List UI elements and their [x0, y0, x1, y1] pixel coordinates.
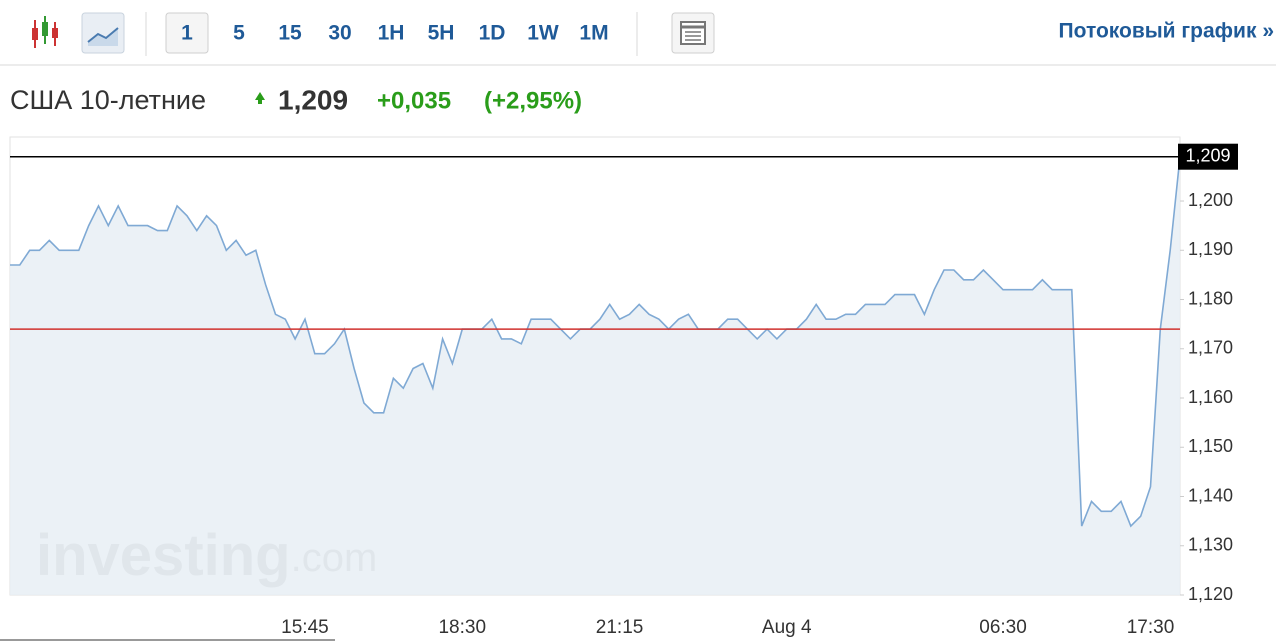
interval-button[interactable]: 1H	[378, 22, 405, 45]
up-arrow	[255, 92, 265, 104]
interval-button[interactable]: 15	[278, 22, 302, 45]
interval-button[interactable]: 5	[233, 22, 245, 45]
interval-button[interactable]: 1D	[479, 22, 506, 45]
x-tick-label: 18:30	[438, 617, 486, 638]
y-tick-label: 1,170	[1188, 338, 1233, 358]
y-tick-label: 1,200	[1188, 190, 1233, 210]
area	[10, 156, 1180, 595]
change-percent: (+2,95%)	[484, 87, 582, 114]
x-tick-label: 17:30	[1127, 617, 1175, 638]
price: 1,209	[278, 84, 348, 115]
news-button[interactable]	[671, 12, 715, 54]
y-tick-label: 1,160	[1188, 387, 1233, 407]
line-chart-button[interactable]	[81, 12, 125, 54]
plot: investing.com1,1201,1301,1401,1501,1601,…	[9, 136, 1238, 638]
interval-button[interactable]: 5H	[428, 22, 455, 45]
interval-button[interactable]: 1M	[579, 22, 608, 45]
y-tick-label: 1,190	[1188, 239, 1233, 259]
selected-interval-box	[165, 12, 209, 54]
y-tick-label: 1,120	[1188, 584, 1233, 604]
interval-group: 1 5 15 30 1H 5H 1D 1W 1M	[181, 22, 608, 45]
x-tick-label: 21:15	[596, 617, 644, 638]
interval-button[interactable]: 1	[181, 22, 193, 45]
toolbar	[0, 0, 1276, 65]
y-tick-label: 1,130	[1188, 535, 1233, 555]
interval-button[interactable]: 1W	[527, 22, 559, 45]
interval-button[interactable]: 30	[328, 22, 351, 45]
y-tick-label: 1,180	[1188, 288, 1233, 308]
change: +0,035	[377, 87, 451, 114]
x-tick-label: 06:30	[979, 617, 1027, 638]
x-tick-label: Aug 4	[762, 617, 812, 638]
price-label-box	[1178, 143, 1238, 170]
candlestick-button[interactable]	[32, 16, 58, 48]
y-tick-label: 1,150	[1188, 436, 1233, 456]
line	[10, 156, 1181, 528]
y-tick-label: 1,140	[1188, 485, 1233, 505]
stream-chart-link[interactable]: Потоковый график »	[1059, 20, 1274, 43]
instrument-name: США 10-летние	[10, 85, 206, 115]
price-label: 1,209	[1185, 145, 1230, 165]
x-tick-label: 15:45	[281, 617, 329, 638]
